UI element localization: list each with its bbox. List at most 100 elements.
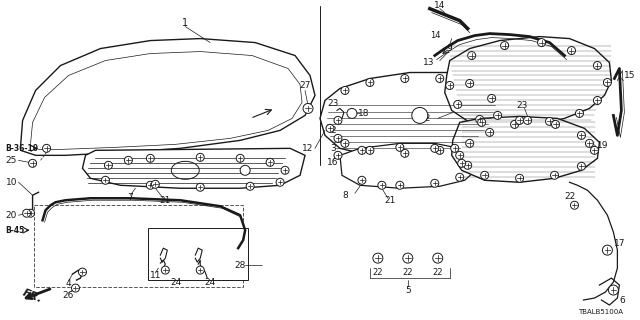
Circle shape (577, 132, 586, 140)
Circle shape (456, 173, 464, 181)
Text: 15: 15 (625, 71, 636, 80)
Text: B-45: B-45 (6, 226, 25, 235)
Circle shape (431, 144, 439, 152)
Circle shape (240, 165, 250, 175)
Circle shape (147, 154, 154, 162)
Circle shape (27, 209, 35, 217)
Circle shape (445, 82, 454, 90)
Circle shape (604, 78, 611, 86)
Text: 3: 3 (330, 144, 336, 153)
Circle shape (545, 117, 554, 125)
Circle shape (22, 209, 31, 217)
Text: 12: 12 (302, 144, 314, 153)
Circle shape (577, 162, 586, 170)
Circle shape (378, 181, 386, 189)
Circle shape (570, 201, 579, 209)
Text: 12: 12 (420, 114, 432, 123)
Circle shape (334, 151, 342, 159)
Circle shape (436, 146, 444, 154)
Text: 1: 1 (182, 18, 188, 28)
Bar (33, 205, 243, 287)
Text: 14: 14 (434, 1, 445, 10)
Circle shape (468, 52, 476, 60)
Circle shape (403, 253, 413, 263)
Circle shape (431, 179, 439, 187)
Circle shape (281, 166, 289, 174)
Circle shape (79, 268, 86, 276)
Circle shape (412, 108, 428, 124)
Circle shape (481, 171, 489, 179)
Text: 28: 28 (234, 260, 246, 270)
Circle shape (593, 96, 602, 104)
Circle shape (266, 158, 274, 166)
Circle shape (124, 156, 132, 164)
Circle shape (358, 146, 366, 154)
Circle shape (396, 143, 404, 151)
Circle shape (72, 284, 79, 292)
Circle shape (591, 146, 598, 154)
Text: 8: 8 (342, 191, 348, 200)
Text: 13: 13 (423, 58, 435, 67)
Circle shape (458, 159, 466, 167)
Circle shape (516, 174, 524, 182)
Circle shape (147, 181, 154, 189)
Circle shape (334, 116, 342, 124)
Circle shape (401, 149, 409, 157)
Circle shape (347, 108, 357, 118)
Text: 17: 17 (614, 239, 626, 248)
Polygon shape (452, 116, 600, 182)
Text: 24: 24 (171, 277, 182, 287)
Text: 6: 6 (620, 296, 625, 305)
Text: 20: 20 (6, 211, 17, 220)
Text: 26: 26 (63, 291, 74, 300)
Circle shape (401, 75, 409, 83)
Circle shape (196, 183, 204, 191)
Text: 21: 21 (384, 196, 396, 205)
Text: 21: 21 (159, 196, 171, 205)
Text: 23: 23 (516, 101, 527, 110)
Text: 7: 7 (127, 193, 133, 202)
Circle shape (102, 176, 109, 184)
Circle shape (43, 144, 51, 152)
Circle shape (516, 116, 524, 124)
Circle shape (609, 285, 618, 295)
Text: 22: 22 (564, 192, 575, 201)
Circle shape (466, 79, 474, 87)
Text: B-36-10: B-36-10 (6, 144, 38, 153)
Circle shape (373, 253, 383, 263)
Circle shape (524, 116, 532, 124)
Text: 5: 5 (405, 285, 411, 295)
Circle shape (196, 153, 204, 161)
Circle shape (436, 75, 444, 83)
Circle shape (276, 178, 284, 186)
Circle shape (366, 146, 374, 154)
Circle shape (602, 245, 612, 255)
Circle shape (196, 266, 204, 274)
Circle shape (104, 161, 113, 169)
Text: FR.: FR. (21, 288, 44, 305)
Circle shape (433, 253, 443, 263)
Circle shape (341, 140, 349, 147)
Circle shape (538, 39, 545, 46)
Circle shape (303, 103, 313, 113)
Circle shape (236, 154, 244, 162)
Text: 11: 11 (150, 271, 161, 280)
Polygon shape (445, 36, 611, 126)
Polygon shape (320, 73, 504, 155)
Circle shape (488, 94, 495, 102)
Circle shape (151, 180, 159, 188)
Circle shape (550, 171, 559, 179)
Circle shape (575, 109, 584, 117)
Circle shape (552, 120, 559, 128)
Text: 14: 14 (430, 31, 440, 40)
Text: 23: 23 (327, 99, 339, 108)
Circle shape (456, 151, 464, 159)
Text: 4: 4 (66, 279, 71, 288)
Circle shape (366, 78, 374, 86)
Text: 27: 27 (300, 81, 310, 90)
Circle shape (396, 181, 404, 189)
Text: 18: 18 (358, 109, 369, 118)
Text: TBALB5100A: TBALB5100A (579, 309, 623, 315)
Text: 16: 16 (327, 158, 339, 167)
Circle shape (511, 120, 518, 128)
